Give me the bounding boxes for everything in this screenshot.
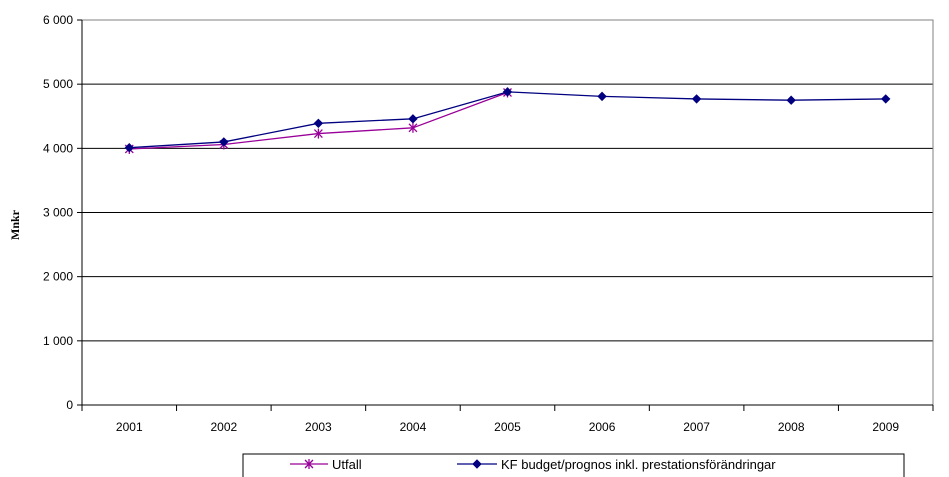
gridlines <box>82 19 933 342</box>
legend-marker-utfall <box>304 459 314 469</box>
y-tick-label: 0 <box>66 398 73 412</box>
legend: Utfall KF budget/prognos inkl. prestation… <box>242 453 905 477</box>
data-point-kf-budget <box>881 94 891 104</box>
y-tick-label: 4 000 <box>43 141 73 155</box>
data-point-kf-budget <box>408 114 418 124</box>
x-tick-label: 2003 <box>305 420 332 434</box>
series-layer <box>124 87 891 154</box>
y-tick-label: 1 000 <box>43 334 73 348</box>
x-tick-label: 2001 <box>116 420 143 434</box>
data-point-kf-budget <box>786 95 796 105</box>
data-point-utfall <box>408 122 418 133</box>
data-point-utfall <box>313 128 323 139</box>
legend-label-kf-budget: KF budget/prognos inkl. prestationsförän… <box>501 457 776 472</box>
data-point-kf-budget <box>502 87 513 97</box>
x-tick-label: 2007 <box>683 420 710 434</box>
y-axis-title: Mnkr <box>8 209 22 240</box>
x-tick-label: 2006 <box>589 420 616 434</box>
x-tick-label: 2004 <box>400 420 427 434</box>
legend-box <box>242 453 905 477</box>
series-line-kf-budget <box>129 91 886 149</box>
data-point-kf-budget <box>691 94 702 104</box>
data-point-kf-budget <box>219 137 229 147</box>
data-point-kf-budget <box>597 91 607 102</box>
y-tick-label: 6 000 <box>43 13 73 27</box>
y-tick-label: 5 000 <box>43 77 73 91</box>
x-tick-label: 2002 <box>210 420 237 434</box>
legend-marker-kf-budget <box>472 459 482 469</box>
data-point-kf-budget <box>313 118 324 129</box>
y-tick-label: 3 000 <box>43 206 73 220</box>
x-axis: 2001 2002 2003 2004 2005 2006 2007 2008 2009 <box>81 405 934 434</box>
x-tick-label: 2005 <box>494 420 521 434</box>
legend-label-utfall: Utfall <box>332 457 362 472</box>
data-point-kf-budget <box>124 142 134 153</box>
x-tick-label: 2008 <box>778 420 805 434</box>
y-axis: 0 1 000 2 000 3 000 4 000 5 000 6 000 <box>43 13 82 412</box>
y-tick-label: 2 000 <box>43 270 73 284</box>
x-tick-label: 2009 <box>872 420 899 434</box>
